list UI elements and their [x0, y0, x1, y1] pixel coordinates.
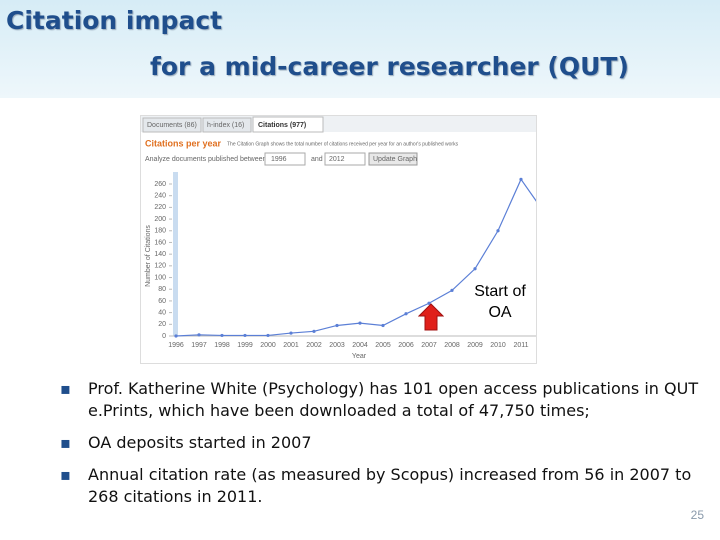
x-tick-label: 2004 [352, 342, 368, 349]
x-tick-label: 1999 [237, 342, 253, 349]
screenshot: Documents (86) h-index (16) Citations (9… [140, 115, 537, 364]
filter-label: Analyze documents published between: [145, 156, 268, 163]
select-value[interactable]: 2012 [329, 156, 345, 163]
y-tick-label: 80 [158, 286, 166, 293]
x-tick-label: 2001 [283, 342, 299, 349]
y-axis-label: Number of Citations [145, 225, 152, 287]
x-tick-label: 2005 [375, 342, 391, 349]
tab-label[interactable]: Citations (977) [258, 122, 306, 129]
title: Citation impact [6, 6, 223, 35]
select[interactable] [324, 152, 366, 166]
x-tick-label: 2010 [490, 342, 506, 349]
arrow-shape [418, 303, 444, 331]
y-tick-label: 160 [154, 239, 166, 246]
y-tick-label: 200 [154, 216, 166, 223]
chart: Documents (86) h-index (16) Citations (9… [141, 116, 536, 360]
point [358, 321, 362, 325]
x-tick-label: 2009 [467, 342, 483, 349]
point [450, 288, 454, 292]
x-tick-label: 2008 [444, 342, 460, 349]
point [473, 267, 477, 271]
y-tick-label: 140 [154, 251, 166, 258]
tab-label[interactable]: Documents (86) [147, 122, 197, 129]
point [289, 331, 293, 335]
x-axis-label: Year [352, 353, 367, 360]
description: The Citation Graph shows the total numbe… [227, 141, 459, 147]
point [174, 334, 178, 338]
point [197, 333, 201, 337]
annotation: Start of OA [474, 283, 526, 321]
point [220, 333, 224, 338]
y-tick-label: 40 [158, 309, 166, 316]
x-tick-label: 2000 [260, 342, 276, 349]
select[interactable] [264, 152, 306, 166]
bullet: Annual citation rate (as measured by Sco… [60, 464, 700, 508]
x-tick-label: 2011 [513, 342, 528, 349]
y-tick-label: 220 [154, 204, 166, 211]
x-tick-label: 2007 [421, 342, 437, 349]
button-label[interactable]: Update Graph [373, 156, 417, 163]
y-tick-label: 20 [158, 321, 166, 328]
tab[interactable] [142, 117, 202, 133]
bullet: OA deposits started in 2007 [60, 432, 700, 454]
y-tick-label: 100 [154, 274, 166, 281]
tab[interactable] [202, 117, 252, 133]
button[interactable] [368, 152, 418, 166]
y-tick-label: 240 [154, 193, 166, 200]
bullet: Prof. Katherine White (Psychology) has 1… [60, 378, 700, 422]
x-tick-label: 1997 [191, 342, 207, 349]
heading: Citations per year [145, 138, 222, 148]
tab[interactable] [252, 116, 324, 133]
y-tick-label: 260 [154, 181, 166, 188]
point [312, 329, 316, 333]
x-tick-label: 1998 [214, 342, 230, 349]
point [519, 177, 523, 181]
y-tick-label: 0 [162, 333, 166, 340]
point [266, 333, 270, 338]
point [496, 229, 500, 233]
x-tick-label: 2002 [306, 342, 322, 349]
x-tick-label: 2003 [329, 342, 345, 349]
point [243, 333, 247, 338]
point [381, 323, 385, 328]
point [335, 323, 339, 328]
y-tick-label: 60 [158, 298, 166, 305]
bullet-list: Prof. Katherine White (Psychology) has 1… [60, 378, 700, 518]
title: for a mid-career researcher (QUT) [150, 52, 629, 81]
y-tick-label: 180 [154, 228, 166, 235]
select-value[interactable]: 1996 [271, 156, 287, 163]
y-tick-label: 120 [154, 263, 166, 270]
page-number: 25 [690, 508, 704, 522]
highlight-bar [173, 172, 178, 336]
x-tick-label: 2006 [398, 342, 414, 349]
point [427, 301, 431, 305]
arrow [418, 303, 444, 331]
x-tick-label: 1996 [168, 342, 184, 349]
and-label: and [311, 156, 323, 163]
title-band [0, 0, 720, 98]
point [404, 312, 408, 316]
tab-label[interactable]: h-index (16) [207, 122, 244, 129]
